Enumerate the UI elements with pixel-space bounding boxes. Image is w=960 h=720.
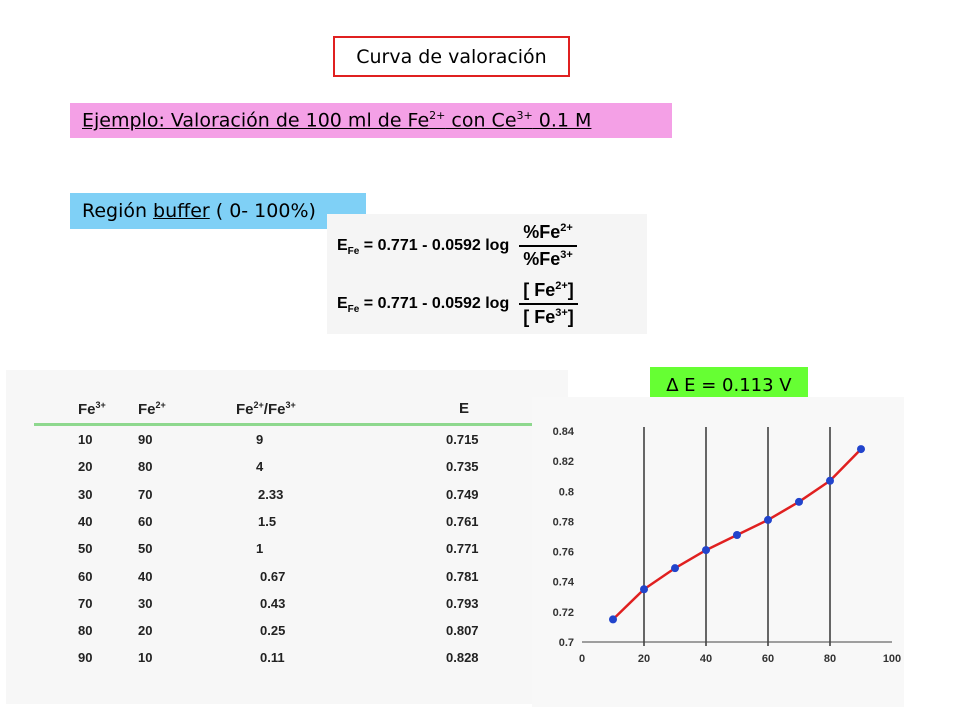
table-cell: 50 (78, 541, 93, 557)
table-cell: 40 (78, 513, 93, 529)
table-cell: 40 (138, 568, 153, 584)
data-point (671, 564, 679, 573)
table-cell: 0.793 (446, 595, 479, 611)
table-cell: 20 (78, 459, 93, 475)
buffer-label: Región (82, 200, 148, 222)
y-tick-label: 0.78 (553, 516, 574, 528)
table-cell: 0.761 (446, 513, 479, 529)
table-cell: 10 (78, 432, 93, 447)
table-cell: 0.11 (260, 650, 285, 666)
x-tick-label: 40 (700, 653, 712, 665)
table-cell: 60 (78, 568, 93, 584)
table-cell: 0.67 (260, 568, 286, 584)
table-cell: 4 (256, 459, 264, 475)
header-e: E (459, 400, 470, 417)
table-cell: 9 (256, 432, 264, 447)
table-cell: 0.828 (446, 650, 479, 666)
table-cell: 90 (78, 650, 93, 666)
data-point (795, 497, 803, 506)
table-cell: 0.781 (446, 568, 479, 584)
buffer-range: ( 0- 100%) (215, 200, 316, 222)
data-table: Fe3+ Fe2+ Fe2+/Fe3+ E 10 90 9 0.715 20 80 4 0.7… (6, 370, 568, 704)
equation-concentration: E Fe = 0.771 - 0.0592 log [ Fe2+] [ Fe3+] (337, 280, 578, 328)
table-cell: 0.25 (260, 623, 286, 639)
table-cell: 60 (138, 513, 153, 529)
title-box: Curva de valoración (333, 36, 570, 77)
table-cell: 90 (138, 432, 153, 447)
table-cell: 0.43 (260, 595, 286, 611)
data-point (733, 530, 741, 539)
example-text: Ejemplo: Valoración de 100 ml de Fe2+ co… (82, 109, 592, 132)
table-cell: 50 (138, 541, 153, 557)
data-point (857, 445, 865, 454)
table-cell: 70 (78, 595, 93, 611)
table-cell: 30 (78, 486, 93, 502)
data-point (609, 615, 617, 624)
y-tick-label: 0.76 (553, 547, 574, 559)
header-ratio: Fe2+/Fe3+ (236, 400, 296, 418)
table-cell: 0.771 (446, 541, 479, 557)
delta-e-text: ∆ E = 0.113 V (666, 374, 792, 396)
data-point (764, 515, 772, 524)
table-cell: 30 (138, 595, 153, 611)
x-tick-label: 20 (638, 653, 650, 665)
header-fe2: Fe2+ (138, 400, 166, 418)
y-tick-label: 0.7 (559, 637, 574, 649)
y-tick-label: 0.72 (553, 607, 574, 619)
titration-chart: 0.7 0.72 0.74 0.76 0.78 0.8 0.82 0.84 0 20 40 60 80 1… (532, 397, 904, 707)
table-cell: 0.735 (446, 459, 479, 475)
buffer-word: buffer (153, 200, 210, 222)
table-cell: 0.715 (446, 432, 479, 447)
y-tick-label: 0.82 (553, 456, 574, 468)
table-cell: 1.5 (258, 513, 277, 529)
x-tick-label: 100 (883, 653, 901, 665)
table-cell: 70 (138, 486, 153, 502)
table-cell: 0.749 (446, 486, 479, 502)
buffer-box: Región buffer ( 0- 100%) (70, 193, 366, 229)
x-tick-label: 60 (762, 653, 774, 665)
table-cell: 2.33 (258, 486, 284, 502)
x-tick-label: 80 (824, 653, 836, 665)
table-cell: 10 (138, 650, 153, 666)
data-point (826, 476, 834, 485)
chart-svg: 0.7 0.72 0.74 0.76 0.78 0.8 0.82 0.84 0 20 40 60 80 1… (553, 426, 902, 665)
table-cell: 0.807 (446, 623, 479, 639)
equation-percent: E Fe = 0.771 - 0.0592 log %Fe2+ %Fe3+ (337, 222, 577, 270)
table-cell: 1 (256, 541, 264, 557)
example-box: Ejemplo: Valoración de 100 ml de Fe2+ co… (70, 103, 672, 138)
y-tick-label: 0.84 (553, 426, 575, 438)
header-fe3: Fe3+ (78, 400, 106, 418)
table-cell: 80 (138, 459, 153, 475)
equation-panel: E Fe = 0.771 - 0.0592 log %Fe2+ %Fe3+ E Fe… (327, 214, 647, 334)
page-title: Curva de valoración (356, 45, 547, 68)
header-divider (34, 423, 544, 426)
y-tick-label: 0.74 (553, 577, 575, 589)
x-tick-label: 0 (579, 653, 585, 665)
table-cell: 80 (78, 623, 93, 639)
table-cell: 20 (138, 623, 153, 639)
data-point (640, 585, 648, 594)
data-point (702, 546, 710, 555)
y-tick-label: 0.8 (559, 486, 574, 498)
